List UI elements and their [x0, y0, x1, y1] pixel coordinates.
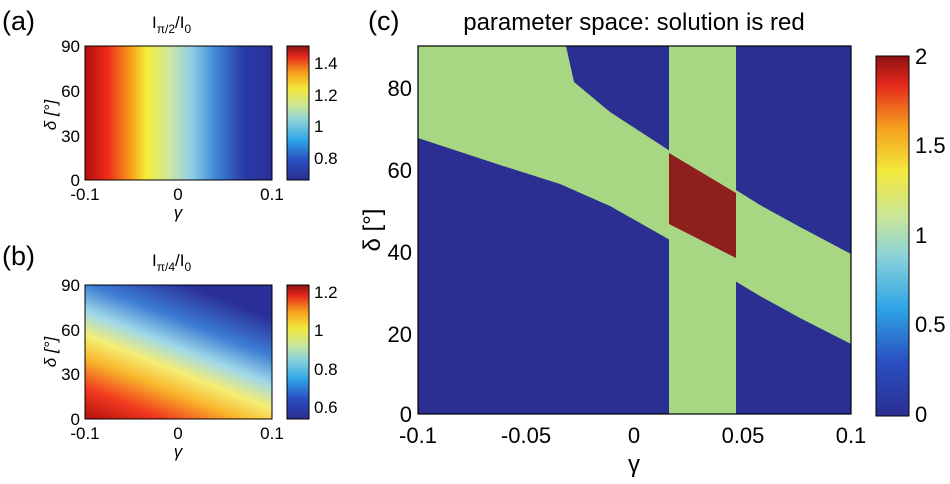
- panel-b-frame: [84, 284, 273, 420]
- panel-a-ytick-90: 90: [61, 37, 80, 56]
- panel-c-ytick-60: 60: [388, 158, 412, 183]
- panel-a-ytick-60: 60: [61, 82, 80, 101]
- panel-b-ytick-30: 30: [61, 365, 80, 384]
- panel-b-xtick-min: -0.1: [70, 424, 99, 443]
- panel-c-solution-region: [669, 153, 736, 258]
- panel-a: (a) Iπ/2/I0 90 60 30 0 -0.1 0 0.1 γ δ [°…: [2, 6, 338, 222]
- panel-a-heatmap: [85, 46, 272, 180]
- panel-a-xtick-max: 0.1: [260, 185, 284, 204]
- panel-a-xtick-zero: 0: [173, 185, 182, 204]
- panel-b-xlabel: γ: [174, 442, 184, 461]
- panel-b-ytick-60: 60: [61, 321, 80, 340]
- panel-a-cbar-1-4: 1.4: [314, 54, 338, 73]
- panel-c-xtick-m0-1: -0.1: [399, 423, 437, 448]
- panel-c-frame: [417, 45, 852, 415]
- panel-a-cbar-1-2: 1.2: [314, 86, 338, 105]
- panel-c-ytick-80: 80: [388, 76, 412, 101]
- panel-b-cbar-1-2: 1.2: [314, 283, 338, 302]
- panel-b: (b) Iπ/4/I0 90 60 30 0 -0.1 0 0.1 γ δ [°…: [2, 241, 338, 461]
- panel-b-xtick-zero: 0: [173, 424, 182, 443]
- panel-a-xlabel: γ: [174, 203, 184, 222]
- panel-b-cbar-1: 1: [314, 321, 323, 340]
- panel-a-title: Iπ/2/I0: [152, 13, 191, 36]
- panel-b-cbar-0-8: 0.8: [314, 360, 338, 379]
- panel-c-xlabel: γ: [628, 451, 640, 478]
- panel-b-xtick-max: 0.1: [260, 424, 284, 443]
- panel-c-colorbar: [875, 55, 910, 417]
- panel-a-letter: (a): [2, 6, 35, 36]
- panel-c-letter: (c): [368, 6, 399, 36]
- panel-b-title: Iπ/4/I0: [152, 251, 191, 274]
- panel-c-xtick-0-05: 0.05: [722, 423, 765, 448]
- panel-b-ylabel: δ [°]: [41, 336, 60, 368]
- panel-c-ytick-40: 40: [388, 240, 412, 265]
- panel-c-cbar-0-5: 0.5: [915, 312, 946, 337]
- panel-c-cbar-1-5: 1.5: [915, 133, 946, 158]
- panel-c-heatmap: [418, 46, 851, 414]
- panel-a-cbar-0-8: 0.8: [314, 149, 338, 168]
- panel-c-xtick-m0-05: -0.05: [501, 423, 551, 448]
- panel-c-xtick-0: 0: [628, 423, 640, 448]
- panel-a-cbar-1: 1: [314, 117, 323, 136]
- panel-c-ytick-20: 20: [388, 322, 412, 347]
- panel-a-frame: [84, 45, 273, 181]
- panel-c-diagonal-band: [418, 46, 851, 344]
- panel-c-cbar-0: 0: [915, 402, 927, 427]
- panel-a-ylabel: δ [°]: [41, 99, 60, 131]
- panel-c-cbar-1: 1: [915, 223, 927, 248]
- panel-c-ytick-0: 0: [400, 402, 412, 427]
- panel-b-letter: (b): [2, 241, 35, 271]
- panel-a-ytick-0: 0: [71, 171, 80, 190]
- panel-c-title: parameter space: solution is red: [463, 9, 805, 36]
- panel-b-ytick-90: 90: [61, 276, 80, 295]
- panel-b-cbar-0-6: 0.6: [314, 398, 338, 417]
- panel-b-ytick-0: 0: [71, 410, 80, 429]
- panel-c: (c) parameter space: solution is red 80 …: [359, 6, 946, 478]
- panel-c-cbar-2: 2: [915, 44, 927, 69]
- panel-a-xtick-min: -0.1: [70, 185, 99, 204]
- panel-c-xtick-0-1: 0.1: [836, 423, 867, 448]
- panel-c-ylabel: δ [°]: [359, 209, 386, 252]
- panel-a-colorbar: [286, 45, 310, 181]
- panel-b-heatmap: [85, 285, 272, 419]
- panel-b-colorbar: [286, 284, 310, 420]
- panel-a-ytick-30: 30: [61, 127, 80, 146]
